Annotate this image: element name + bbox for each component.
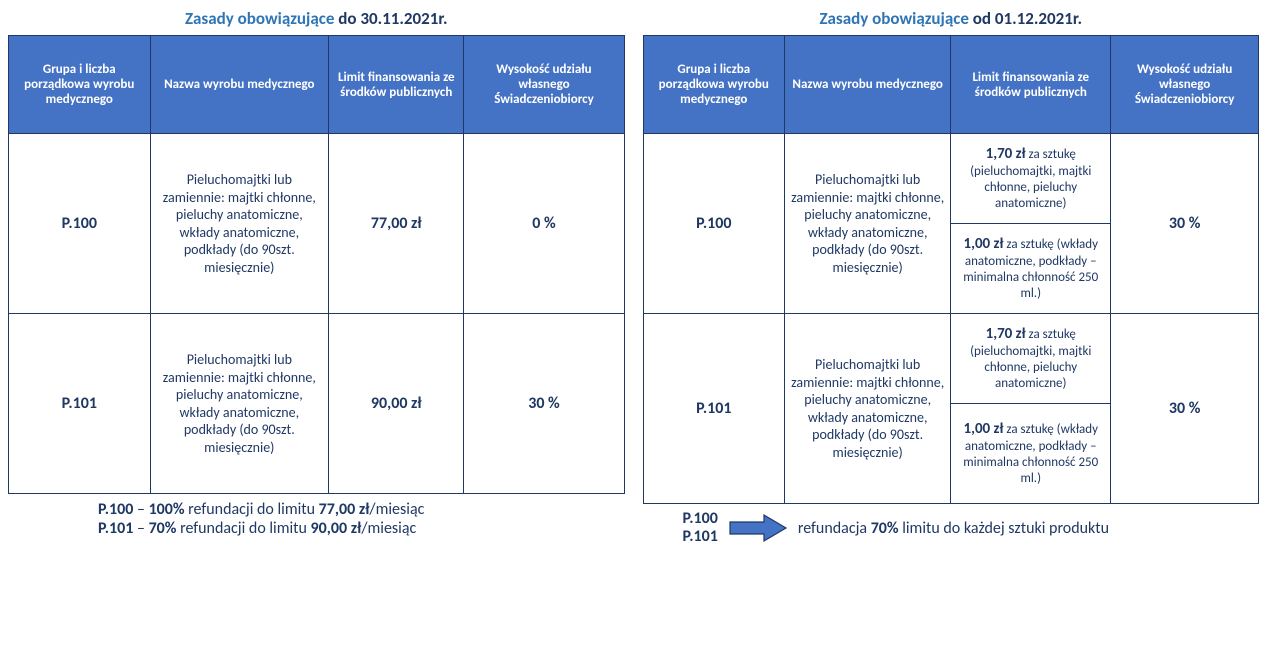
footer-pre: refundacja (798, 519, 871, 538)
left-footer-line-1: P.100 – 100% refundacji do limitu 77,00 … (98, 500, 625, 519)
footer-code: P.100 (98, 500, 133, 519)
limit-cell-a: 1,70 zł za sztukę (pieluchomajtki, majtk… (951, 134, 1111, 224)
right-th-2: Limit finansowania ze środków publicznyc… (951, 36, 1111, 134)
footer-post: limitu do każdej sztuki produktu (899, 519, 1109, 538)
right-footer-codes: P.100 P.101 (683, 510, 718, 547)
product-desc: Pieluchomajtki lub zamiennie: majtki chł… (785, 314, 951, 504)
limit-value: 77,00 zł (329, 134, 464, 314)
left-th-2: Limit finansowania ze środków publicznyc… (329, 36, 464, 134)
footer-code: P.101 (98, 519, 133, 538)
limit-val: 1,70 zł (986, 325, 1026, 343)
group-code: P.100 (9, 134, 151, 314)
arrow-right-icon (728, 513, 788, 543)
left-title-prefix: Zasady obowiązujące (185, 8, 338, 29)
share-value: 30 % (1111, 314, 1259, 504)
share-value: 30 % (464, 314, 624, 494)
group-code: P.101 (9, 314, 151, 494)
share-value: 0 % (464, 134, 624, 314)
left-th-1: Nazwa wyrobu medycznego (150, 36, 328, 134)
left-th-0: Grupa i liczba porządkowa wyrobu medyczn… (9, 36, 151, 134)
left-table: Grupa i liczba porządkowa wyrobu medyczn… (8, 35, 625, 494)
footer-pct: 70% (871, 519, 899, 538)
limit-cell-a: 1,70 zł za sztukę (pieluchomajtki, majtk… (951, 314, 1111, 404)
limit-val: 1,00 zł (963, 235, 1003, 253)
table-row: P.100 Pieluchomajtki lub zamiennie: majt… (643, 134, 1259, 224)
product-desc: Pieluchomajtki lub zamiennie: majtki chł… (785, 134, 951, 314)
left-footer-line-2: P.101 – 70% refundacji do limitu 90,00 z… (98, 519, 625, 538)
left-title-suffix: do 30.11.2021r. (338, 8, 447, 29)
right-th-1: Nazwa wyrobu medycznego (785, 36, 951, 134)
group-code: P.101 (643, 314, 785, 504)
footer-amt: 77,00 zł (319, 500, 370, 519)
right-footer-text: refundacja 70% limitu do każdej sztuki p… (798, 519, 1109, 538)
right-th-3: Wysokość udziału własnego Świadczeniobio… (1111, 36, 1259, 134)
left-panel: Zasady obowiązujące do 30.11.2021r. Grup… (8, 8, 625, 547)
limit-value: 90,00 zł (329, 314, 464, 494)
footer-pct: 100% (149, 500, 185, 519)
footer-end: /miesiąc (369, 500, 424, 519)
group-code: P.100 (643, 134, 785, 314)
product-desc: Pieluchomajtki lub zamiennie: majtki chł… (150, 314, 328, 494)
limit-val: 1,70 zł (986, 145, 1026, 163)
footer-pct: 70% (149, 519, 177, 538)
limit-val: 1,00 zł (963, 420, 1003, 438)
right-title: Zasady obowiązujące od 01.12.2021r. (643, 8, 1260, 29)
table-row: P.100 Pieluchomajtki lub zamiennie: majt… (9, 134, 625, 314)
product-desc: Pieluchomajtki lub zamiennie: majtki chł… (150, 134, 328, 314)
footer-dash: – (133, 519, 148, 538)
table-header-row: Grupa i liczba porządkowa wyrobu medyczn… (9, 36, 625, 134)
footer-amt: 90,00 zł (311, 519, 362, 538)
footer-code-1: P.100 (683, 510, 718, 528)
footer-dash: – (133, 500, 148, 519)
table-header-row: Grupa i liczba porządkowa wyrobu medyczn… (643, 36, 1259, 134)
table-row: P.101 Pieluchomajtki lub zamiennie: majt… (643, 314, 1259, 404)
right-title-prefix: Zasady obowiązujące (820, 8, 973, 29)
left-footer: P.100 – 100% refundacji do limitu 77,00 … (8, 500, 625, 538)
footer-end: /miesiąc (361, 519, 416, 538)
share-value: 30 % (1111, 134, 1259, 314)
footer-mid: refundacji do limitu (176, 519, 310, 538)
limit-cell-b: 1,00 zł za sztukę (wkłady anatomiczne, p… (951, 224, 1111, 314)
right-table: Grupa i liczba porządkowa wyrobu medyczn… (643, 35, 1260, 504)
right-footer: P.100 P.101 refundacja 70% limitu do każ… (643, 510, 1260, 547)
right-title-suffix: od 01.12.2021r. (973, 8, 1082, 29)
footer-mid: refundacji do limitu (185, 500, 319, 519)
right-th-0: Grupa i liczba porządkowa wyrobu medyczn… (643, 36, 785, 134)
footer-code-2: P.101 (683, 528, 718, 546)
limit-cell-b: 1,00 zł za sztukę (wkłady anatomiczne, p… (951, 404, 1111, 504)
table-row: P.101 Pieluchomajtki lub zamiennie: majt… (9, 314, 625, 494)
left-title: Zasady obowiązujące do 30.11.2021r. (8, 8, 625, 29)
left-th-3: Wysokość udziału własnego Świadczeniobio… (464, 36, 624, 134)
right-panel: Zasady obowiązujące od 01.12.2021r. Grup… (643, 8, 1260, 547)
